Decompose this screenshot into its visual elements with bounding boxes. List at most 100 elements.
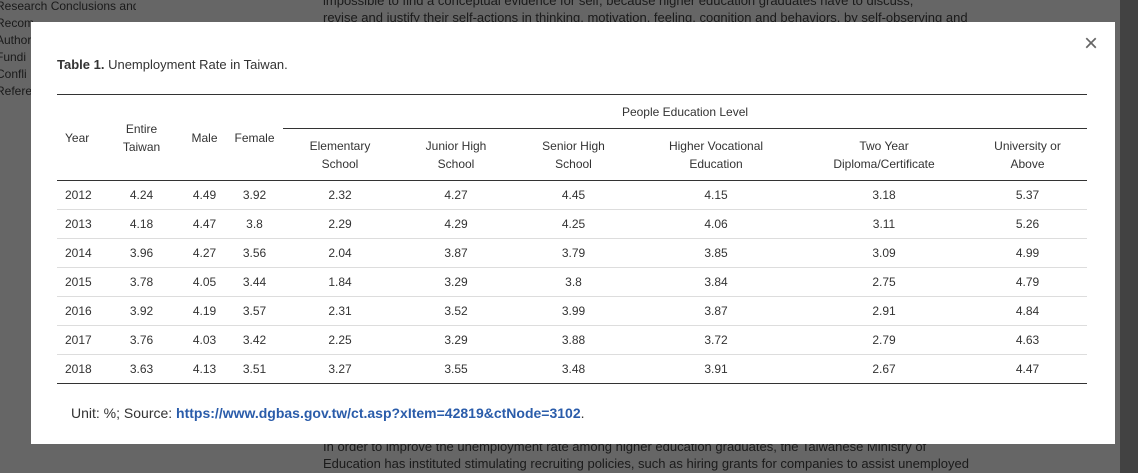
cell: 2.91 <box>800 296 968 326</box>
table: Year Entire Taiwan Male Female People Educati… <box>57 94 1087 384</box>
cell: 2.29 <box>283 209 397 239</box>
modal: × Table 1. Unemployment Rate in Taiwan. … <box>31 22 1115 444</box>
cell: 3.55 <box>397 354 515 384</box>
source-link[interactable]: https://www.dgbas.gov.tw/ct.asp?xItem=42… <box>176 405 581 421</box>
table-row: 2013 4.18 4.47 3.8 2.29 4.29 4.25 4.06 3.11 5.26 <box>57 209 1087 239</box>
cell: 3.56 <box>226 238 283 268</box>
table-row: 2016 3.92 4.19 3.57 2.31 3.52 3.99 3.87 2.91 4.84 <box>57 296 1087 326</box>
footer-prefix: Unit: %; Source: <box>71 405 173 421</box>
cell: 1.84 <box>283 267 397 297</box>
cell: 3.96 <box>100 238 183 268</box>
cell: 2.25 <box>283 325 397 355</box>
cell: 3.72 <box>632 325 800 355</box>
column-header: University or Above <box>968 129 1087 181</box>
year-cell: 2013 <box>57 209 100 239</box>
column-header: Male <box>183 95 226 181</box>
cell: 4.79 <box>968 267 1087 297</box>
cell: 3.09 <box>800 238 968 268</box>
cell: 4.84 <box>968 296 1087 326</box>
cell: 3.44 <box>226 267 283 297</box>
column-header: Junior High School <box>397 129 515 181</box>
cell: 3.48 <box>515 354 632 384</box>
header-line: Elementary <box>309 138 371 153</box>
cell: 4.49 <box>183 180 226 210</box>
header-line: Entire <box>125 121 158 136</box>
column-header: Two Year Diploma/Certificate <box>800 129 968 181</box>
side-bar <box>1120 0 1138 473</box>
group-header: People Education Level <box>283 94 1087 129</box>
cell: 3.87 <box>397 238 515 268</box>
header-line: School <box>437 156 475 171</box>
header-line: Female <box>234 130 275 145</box>
cell: 3.42 <box>226 325 283 355</box>
table-body: 2012 4.24 4.49 3.92 2.32 4.27 4.45 4.15 3.18 5.37… <box>57 180 1087 384</box>
header-line: Above <box>1010 156 1045 171</box>
cell: 3.11 <box>800 209 968 239</box>
header-line: Education <box>689 156 743 171</box>
header-line: Taiwan <box>122 139 161 154</box>
header-line: School <box>555 156 592 171</box>
header-line: Diploma/Certificate <box>833 156 935 171</box>
cell: 3.57 <box>226 296 283 326</box>
column-header: Female <box>226 95 283 181</box>
table-row: 2012 4.24 4.49 3.92 2.32 4.27 4.45 4.15 3.18 5.37 <box>57 180 1087 210</box>
cell: 3.84 <box>632 267 800 297</box>
cell: 3.63 <box>100 354 183 384</box>
cell: 4.63 <box>968 325 1087 355</box>
table-row: 2018 3.63 4.13 3.51 3.27 3.55 3.48 3.91 2.67 4.47 <box>57 354 1087 384</box>
cell: 2.31 <box>283 296 397 326</box>
column-header: Elementary School <box>283 129 397 181</box>
header-row: Elementary School Junior High School Senior … <box>57 129 1087 181</box>
caption-label: Table 1. <box>57 57 105 72</box>
cell: 2.79 <box>800 325 968 355</box>
year-cell: 2016 <box>57 296 100 326</box>
table-row: 2014 3.96 4.27 3.56 2.04 3.87 3.79 3.85 3.09 4.99 <box>57 238 1087 268</box>
cell: 3.29 <box>397 267 515 297</box>
header-line: Junior High <box>425 138 487 153</box>
cell: 4.03 <box>183 325 226 355</box>
cell: 5.37 <box>968 180 1087 210</box>
cell: 4.18 <box>100 209 183 239</box>
header-line: University or <box>994 138 1061 153</box>
year-cell: 2012 <box>57 180 100 210</box>
cell: 2.75 <box>800 267 968 297</box>
cell: 4.06 <box>632 209 800 239</box>
header-line: School <box>321 156 359 171</box>
cell: 4.13 <box>183 354 226 384</box>
cell: 4.27 <box>397 180 515 210</box>
header-line: Higher Vocational <box>668 138 764 153</box>
cell: 4.99 <box>968 238 1087 268</box>
cell: 4.15 <box>632 180 800 210</box>
header-line: Two Year <box>859 138 909 153</box>
cell: 3.8 <box>515 267 632 297</box>
cell: 3.78 <box>100 267 183 297</box>
cell: 2.32 <box>283 180 397 210</box>
cell: 4.47 <box>183 209 226 239</box>
column-header: Senior High School <box>515 129 632 181</box>
column-header: Year <box>57 95 100 181</box>
year-cell: 2018 <box>57 354 100 384</box>
header-row: Year Entire Taiwan Male Female People Educati… <box>57 94 1087 154</box>
cell: 3.76 <box>100 325 183 355</box>
header-line: Year <box>65 130 90 145</box>
close-button[interactable]: × <box>1084 30 1099 57</box>
cell: 4.45 <box>515 180 632 210</box>
cell: 3.52 <box>397 296 515 326</box>
caption-title: Unemployment Rate in Taiwan. <box>108 57 288 72</box>
caption: Table 1. Unemployment Rate in Taiwan. <box>57 57 288 72</box>
cell: 3.8 <box>226 209 283 239</box>
cell: 3.27 <box>283 354 397 384</box>
cell: 2.04 <box>283 238 397 268</box>
cell: 4.05 <box>183 267 226 297</box>
column-header: Higher Vocational Education <box>632 129 800 181</box>
cell: 3.92 <box>100 296 183 326</box>
cell: 4.47 <box>968 354 1087 384</box>
table-head: Year Entire Taiwan Male Female People Educati… <box>57 94 1087 181</box>
year-cell: 2017 <box>57 325 100 355</box>
cell: 3.87 <box>632 296 800 326</box>
footer-suffix: . <box>580 405 585 421</box>
cell: 3.99 <box>515 296 632 326</box>
year-cell: 2014 <box>57 238 100 268</box>
header-line: Senior High <box>542 138 605 153</box>
